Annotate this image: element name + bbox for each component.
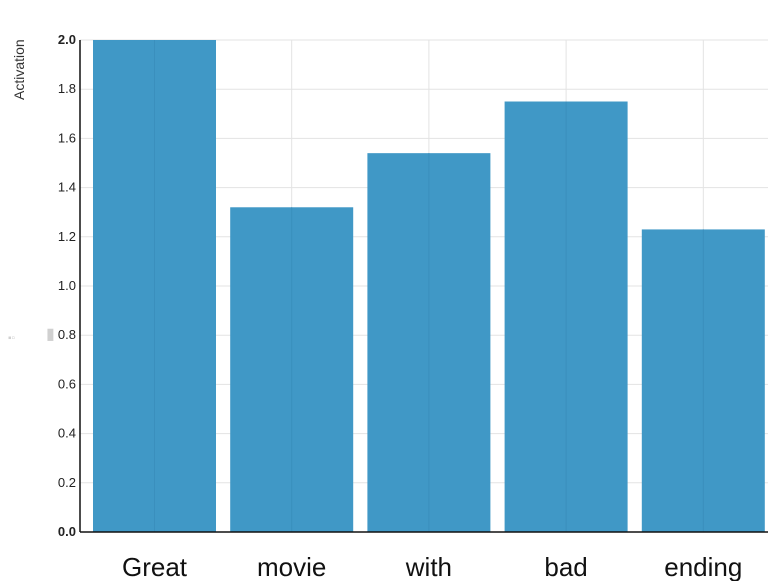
x-tick-label-movie: movie [257, 552, 326, 581]
y-tick-labels: 0.0 0.2 0.4 0.6 0.8 1.0 1.2 1.4 1.6 1.8 2.0 [58, 32, 76, 539]
y-tick-label: 0.6 [58, 376, 76, 391]
y-tick-label: 1.8 [58, 81, 76, 96]
y-tick-label: 1.2 [58, 229, 76, 244]
y-tick-label: 0.4 [58, 426, 76, 441]
y-tick-label: 0.2 [58, 475, 76, 490]
y-tick-label: 1.6 [58, 130, 76, 145]
x-tick-label-great: Great [122, 552, 188, 581]
y-tick-label: 0.0 [58, 524, 76, 539]
y-axis-title: Activation [11, 39, 27, 100]
bar-center-lines [154, 40, 704, 532]
x-tick-labels: Great movie with bad ending [122, 552, 742, 581]
y-tick-label: 1.0 [58, 278, 76, 293]
x-tick-label-bad: bad [544, 552, 587, 581]
faded-artifact-2: ▮ [46, 326, 55, 343]
faded-artifact: ▪▫ [8, 333, 15, 344]
x-tick-label-ending: ending [664, 552, 742, 581]
y-tick-label: 1.4 [58, 180, 76, 195]
x-tick-label-with: with [405, 552, 452, 581]
y-tick-label: 0.8 [58, 327, 76, 342]
y-tick-label: 2.0 [58, 32, 76, 47]
